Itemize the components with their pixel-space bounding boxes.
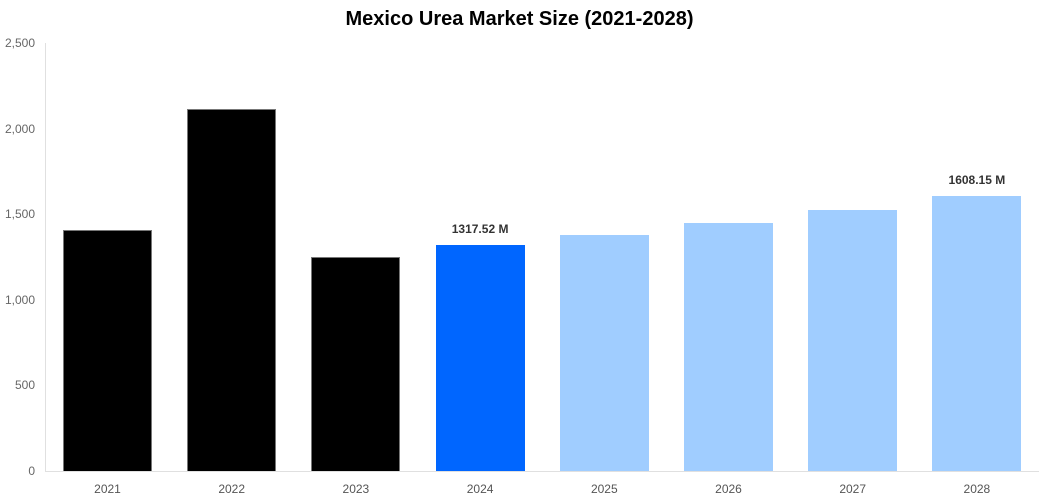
x-tick-label: 2023 — [342, 482, 370, 496]
chart-title: Mexico Urea Market Size (2021-2028) — [345, 8, 694, 30]
x-tick-label: 2022 — [218, 482, 246, 496]
bar-2024[interactable] — [435, 245, 525, 471]
y-tick-label: 500 — [14, 378, 35, 393]
x-tick-label: 2026 — [715, 482, 742, 496]
bar-2023[interactable] — [311, 257, 401, 471]
bar-2021[interactable] — [63, 229, 152, 471]
y-tick-label: 1,000 — [4, 292, 35, 307]
data-label: 1317.52 M — [451, 222, 509, 237]
y-tick-label: 2,000 — [4, 121, 35, 136]
x-tick-label: 2028 — [963, 482, 991, 496]
x-tick-label: 2027 — [839, 482, 867, 496]
x-tick-label: 2024 — [466, 482, 494, 496]
bar-2026[interactable] — [684, 222, 773, 471]
bar-2025[interactable] — [559, 234, 649, 471]
x-axis-line — [45, 471, 1039, 472]
y-tick-label: 1,500 — [4, 207, 35, 222]
bar-2028[interactable] — [932, 195, 1022, 471]
bar-2022[interactable] — [187, 109, 277, 471]
x-tick-label: 2021 — [94, 482, 121, 496]
data-label: 1608.15 M — [948, 172, 1006, 187]
y-axis-line — [45, 43, 46, 471]
bar-2027[interactable] — [808, 210, 898, 471]
y-tick-label: 0 — [28, 464, 35, 478]
x-tick-label: 2025 — [590, 482, 618, 496]
y-tick-label: 2,500 — [4, 36, 35, 50]
